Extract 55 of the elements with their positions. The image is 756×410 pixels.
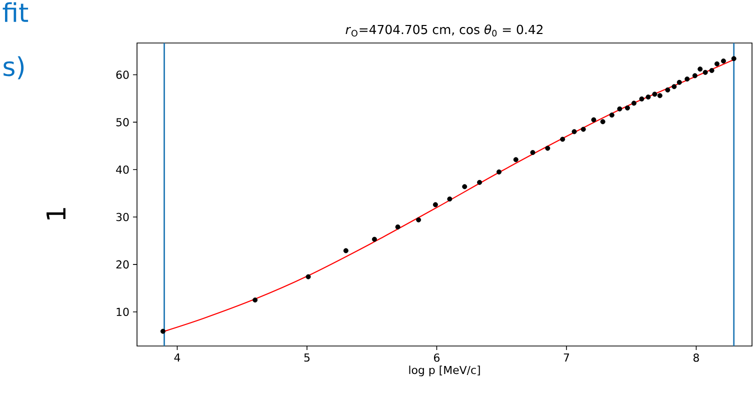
point <box>343 248 348 254</box>
x-axis-title: log p [MeV/c] <box>409 366 480 376</box>
point <box>692 73 698 78</box>
point <box>447 196 452 202</box>
text: 1 <box>46 208 66 220</box>
chart-title: r$_{O}$=4704.705 cm, cos θ$_{0}$ = 0.42 <box>346 24 542 37</box>
point <box>624 105 630 110</box>
text: s) <box>4 56 24 80</box>
point <box>306 274 311 280</box>
x-tick-label: 5 <box>304 354 310 362</box>
point <box>572 129 577 134</box>
point <box>252 298 258 303</box>
x-tick-label: 7 <box>564 354 570 362</box>
x-tick-label: 4 <box>174 354 180 362</box>
point <box>714 61 720 66</box>
point <box>672 84 677 90</box>
point <box>432 202 438 208</box>
point <box>600 119 606 124</box>
point <box>657 93 662 98</box>
point <box>372 236 377 242</box>
point <box>513 157 518 162</box>
x-tick-label: 6 <box>434 354 440 362</box>
point <box>709 68 714 73</box>
y-tick-label: 20 <box>116 260 129 269</box>
point <box>639 96 644 102</box>
point <box>609 112 614 118</box>
point <box>462 184 468 190</box>
y-tick-label: 50 <box>116 118 129 126</box>
point <box>698 66 703 72</box>
point <box>160 328 166 334</box>
point <box>496 169 502 174</box>
point <box>731 56 736 62</box>
point <box>652 92 658 97</box>
point <box>395 224 400 230</box>
point <box>545 146 550 151</box>
point <box>646 94 651 100</box>
point <box>631 100 636 106</box>
point <box>665 87 670 92</box>
point <box>477 180 482 185</box>
point <box>530 150 536 156</box>
x-tick-label: 8 <box>693 354 699 362</box>
point <box>560 136 566 142</box>
y-tick-label: 10 <box>116 308 129 316</box>
point <box>720 58 726 64</box>
point <box>580 126 586 132</box>
y-tick-label: 40 <box>116 165 129 174</box>
point <box>617 106 622 112</box>
point <box>702 70 708 75</box>
point <box>676 80 682 85</box>
y-tick-label: 30 <box>116 212 129 222</box>
point <box>591 117 596 122</box>
point <box>416 217 422 222</box>
text: fit <box>2 2 28 22</box>
point <box>684 76 690 82</box>
y-tick-label: 60 <box>116 70 129 79</box>
